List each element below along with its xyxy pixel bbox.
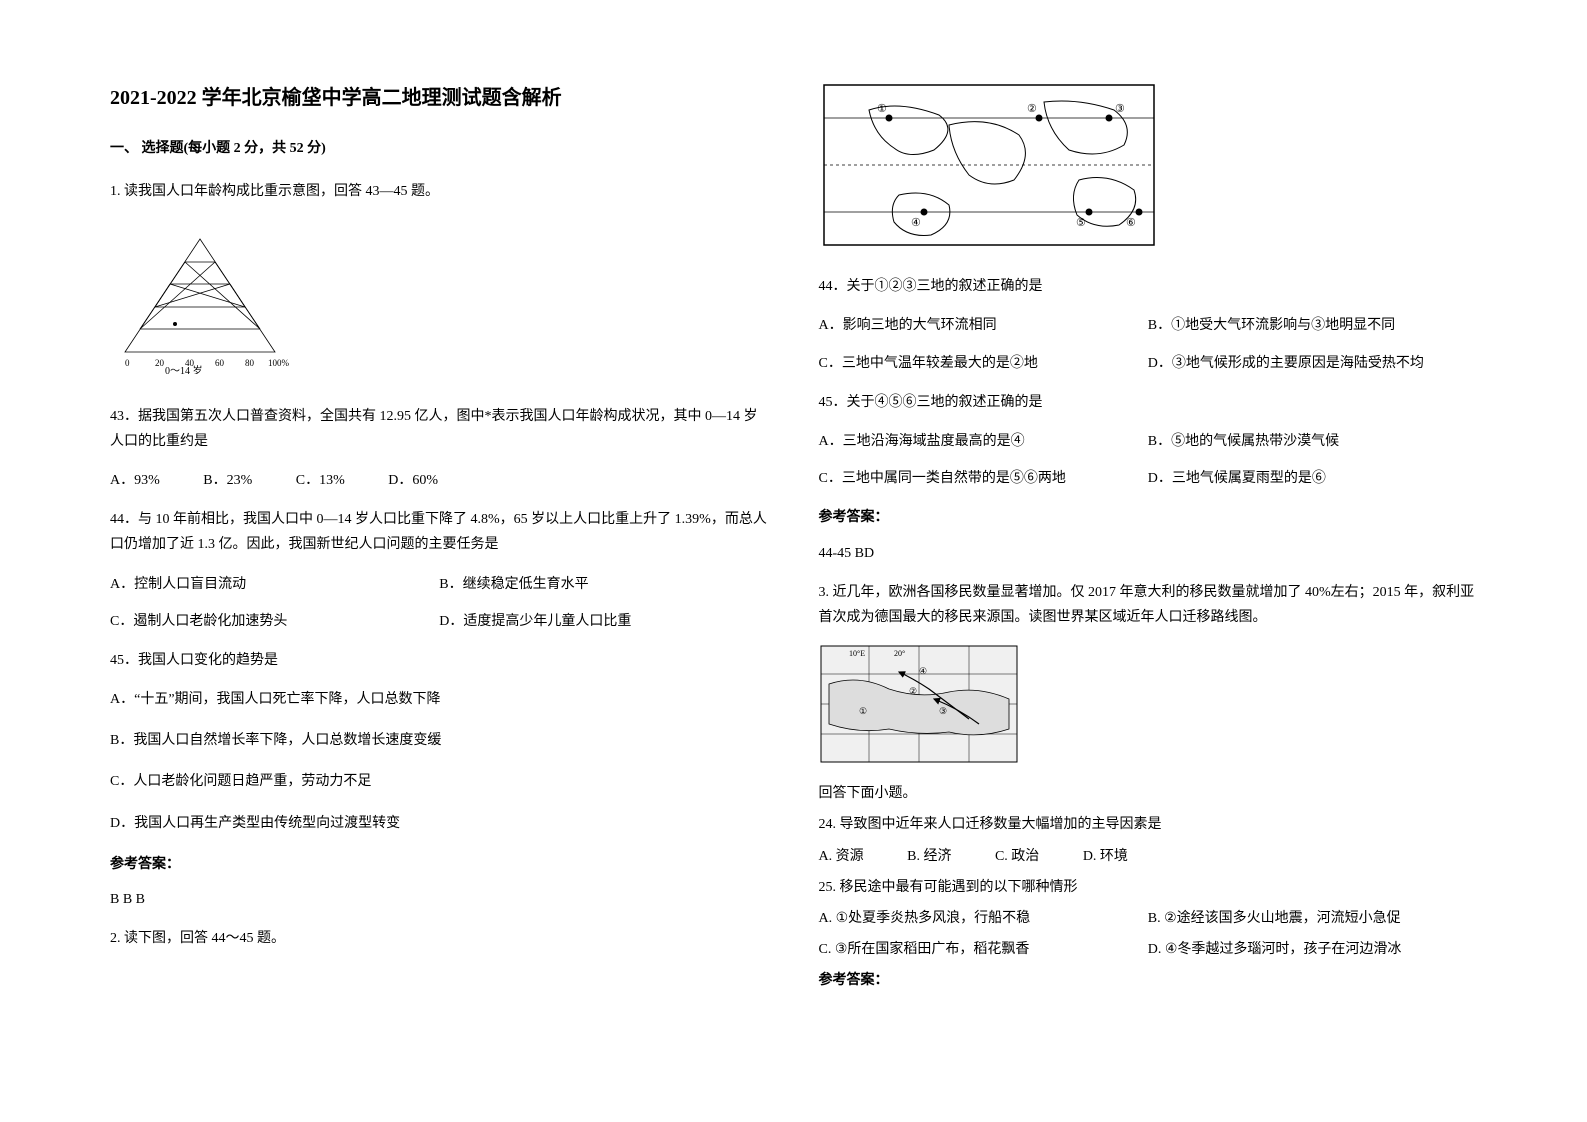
ref2-header: 参考答案： [819, 505, 1478, 530]
q45a-text: 45．我国人口变化的趋势是 [110, 648, 769, 673]
q25-opt-c: C. ③所在国家稻田广布，稻花飘香 [819, 937, 1148, 962]
q24-opt-c: C. 政治 [995, 844, 1039, 869]
document-title: 2021-2022 学年北京榆垡中学高二地理测试题含解析 [110, 80, 769, 116]
svg-text:60: 60 [215, 358, 225, 368]
q45a-opt-b: B．我国人口自然增长率下降，人口总数增长速度变缓 [110, 728, 769, 753]
svg-text:⑤: ⑤ [1076, 217, 1086, 229]
q43-opt-b: B．23% [203, 468, 252, 493]
svg-text:③: ③ [939, 706, 947, 716]
q44b-options-row2: C．三地中气温年较差最大的是②地 D．③地气候形成的主要原因是海陆受热不均 [819, 351, 1478, 376]
svg-text:②: ② [909, 686, 917, 696]
q44b-text: 44．关于①②③三地的叙述正确的是 [819, 274, 1478, 299]
svg-text:②: ② [1027, 103, 1037, 115]
svg-text:⑥: ⑥ [1126, 217, 1136, 229]
ref3-header: 参考答案： [819, 968, 1478, 993]
q2-intro: 2. 读下图，回答 44～45 题。 [110, 926, 769, 951]
q45b-options-row2: C．三地中属同一类自然带的是⑤⑥两地 D．三地气候属夏雨型的是⑥ [819, 466, 1478, 491]
ref1-header: 参考答案： [110, 852, 769, 877]
q43-opt-a: A．93% [110, 468, 160, 493]
q24-opt-b: B. 经济 [907, 844, 951, 869]
q3-intro: 3. 近几年，欧洲各国移民数量显著增加。仅 2017 年意大利的移民数量就增加了… [819, 580, 1478, 630]
ref2-answer: 44-45 BD [819, 541, 1478, 566]
svg-text:20: 20 [155, 358, 165, 368]
q24-text: 24. 导致图中近年来人口迁移数量大幅增加的主导因素是 [819, 812, 1478, 837]
ref1-answer: B B B [110, 887, 769, 912]
svg-text:④: ④ [919, 666, 927, 676]
q45b-opt-d: D．三地气候属夏雨型的是⑥ [1148, 466, 1477, 491]
q44b-opt-b: B．①地受大气环流影响与③地明显不同 [1148, 313, 1477, 338]
q44a-opt-d: D．适度提高少年儿童人口比重 [439, 609, 768, 634]
q44a-opt-c: C．遏制人口老龄化加速势头 [110, 609, 439, 634]
q25-opt-d: D. ④冬季越过多瑙河时，孩子在河边滑冰 [1148, 937, 1477, 962]
q45a-opt-d: D．我国人口再生产类型由传统型向过渡型转变 [110, 811, 769, 836]
q44a-options-row1: A．控制人口盲目流动 B．继续稳定低生育水平 [110, 572, 769, 597]
q24-opt-a: A. 资源 [819, 844, 864, 869]
q25-text: 25. 移民途中最有可能遇到的以下哪种情形 [819, 875, 1478, 900]
q44a-text: 44．与 10 年前相比，我国人口中 0—14 岁人口比重下降了 4.8%，65… [110, 507, 769, 557]
q45b-options-row1: A．三地沿海海域盐度最高的是④ B．⑤地的气候属热带沙漠气候 [819, 429, 1478, 454]
figure-world-map: ① ② ③ ④ ⑤ ⑥ [819, 80, 1478, 259]
figure-migration-map: ① ② ③ ④ 10°E 20° [819, 644, 1478, 773]
q44b-opt-a: A．影响三地的大气环流相同 [819, 313, 1148, 338]
svg-text:④: ④ [911, 217, 921, 229]
q44b-options-row1: A．影响三地的大气环流相同 B．①地受大气环流影响与③地明显不同 [819, 313, 1478, 338]
svg-text:20°: 20° [894, 649, 905, 658]
q45a-opt-c: C．人口老龄化问题日趋严重，劳动力不足 [110, 769, 769, 794]
q1-intro: 1. 读我国人口年龄构成比重示意图，回答 43—45 题。 [110, 179, 769, 204]
q45a-opt-a: A．“十五”期间，我国人口死亡率下降，人口总数下降 [110, 687, 769, 712]
q43-opt-c: C．13% [296, 468, 345, 493]
q44b-opt-c: C．三地中气温年较差最大的是②地 [819, 351, 1148, 376]
q43-text: 43．据我国第五次人口普查资料，全国共有 12.95 亿人，图中*表示我国人口年… [110, 404, 769, 454]
q24-opt-d: D. 环境 [1083, 844, 1128, 869]
q44a-opt-a: A．控制人口盲目流动 [110, 572, 439, 597]
svg-text:10°E: 10°E [849, 649, 865, 658]
figure-triangle-chart: 0 20 40 60 80 100% 0～14 岁 [110, 224, 769, 383]
q45b-opt-b: B．⑤地的气候属热带沙漠气候 [1148, 429, 1477, 454]
q44a-options-row2: C．遏制人口老龄化加速势头 D．适度提高少年儿童人口比重 [110, 609, 769, 634]
svg-text:①: ① [877, 103, 887, 115]
svg-text:①: ① [859, 706, 867, 716]
svg-text:100%: 100% [268, 358, 290, 368]
q25-opt-a: A. ①处夏季炎热多风浪，行船不稳 [819, 906, 1148, 931]
q45b-opt-c: C．三地中属同一类自然带的是⑤⑥两地 [819, 466, 1148, 491]
svg-text:80: 80 [245, 358, 255, 368]
q43-options: A．93% B．23% C．13% D．60% [110, 468, 769, 493]
q24-options: A. 资源 B. 经济 C. 政治 D. 环境 [819, 844, 1478, 869]
q3-subintro: 回答下面小题。 [819, 781, 1478, 806]
q25-opt-b: B. ②途经该国多火山地震，河流短小急促 [1148, 906, 1477, 931]
q45a-options: A．“十五”期间，我国人口死亡率下降，人口总数下降 B．我国人口自然增长率下降，… [110, 687, 769, 836]
q45b-text: 45．关于④⑤⑥三地的叙述正确的是 [819, 390, 1478, 415]
triangle-axis-label: 0～14 岁 [165, 364, 203, 374]
q25-options-row1: A. ①处夏季炎热多风浪，行船不稳 B. ②途经该国多火山地震，河流短小急促 [819, 906, 1478, 931]
q25-options-row2: C. ③所在国家稻田广布，稻花飘香 D. ④冬季越过多瑙河时，孩子在河边滑冰 [819, 937, 1478, 962]
svg-text:0: 0 [125, 358, 130, 368]
q45b-opt-a: A．三地沿海海域盐度最高的是④ [819, 429, 1148, 454]
q43-opt-d: D．60% [388, 468, 438, 493]
q44a-opt-b: B．继续稳定低生育水平 [439, 572, 768, 597]
svg-text:③: ③ [1115, 103, 1125, 115]
q44b-opt-d: D．③地气候形成的主要原因是海陆受热不均 [1148, 351, 1477, 376]
section-1-header: 一、 选择题(每小题 2 分，共 52 分) [110, 136, 769, 161]
